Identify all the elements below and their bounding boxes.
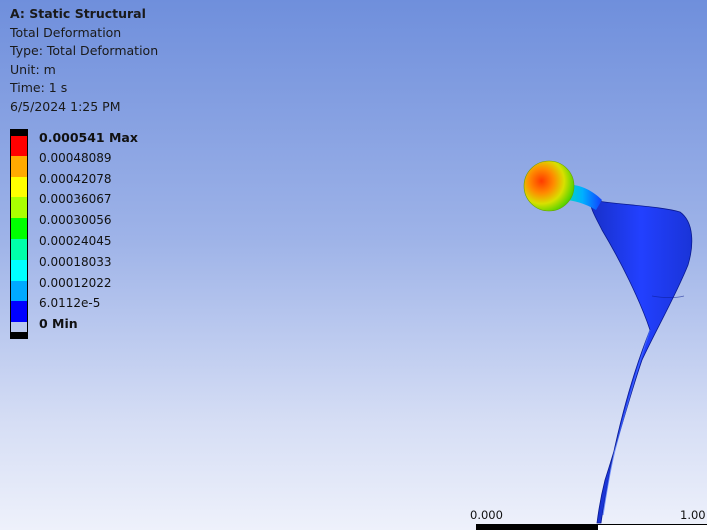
analysis-title: A: Static Structural (10, 6, 146, 21)
legend-max-label: 0.000541 Max (39, 130, 138, 145)
legend-swatch (10, 155, 28, 177)
legend-label: 0.00012022 (39, 275, 112, 290)
legend-label: 0.00018033 (39, 254, 112, 269)
legend-bottom-cap (10, 333, 28, 339)
scale-end-label: 1.00 (680, 508, 706, 522)
result-info-block: A: Static Structural Total Deformation T… (10, 5, 158, 116)
legend-swatch (10, 280, 28, 302)
stem-collar-line (651, 295, 685, 298)
result-time: Time: 1 s (10, 80, 68, 95)
implant-stem (589, 199, 693, 524)
result-name: Total Deformation (10, 24, 122, 40)
legend-label: 0.00048089 (39, 150, 112, 165)
scale-segment-dark (476, 524, 598, 530)
legend-swatch (10, 301, 28, 323)
legend-label: 0.00036067 (39, 192, 112, 207)
implant-head (523, 160, 575, 212)
legend-label: 0.00024045 (39, 233, 112, 248)
legend-label: 6.0112e-5 (39, 296, 101, 311)
legend-swatch (10, 197, 28, 219)
legend-swatch (10, 135, 28, 156)
result-unit: Unit: m (10, 61, 56, 77)
result-type: Type: Total Deformation (10, 43, 159, 58)
legend-swatch (10, 238, 28, 260)
result-date: 6/5/2024 1:25 PM (10, 98, 121, 114)
legend-label: 0.00030056 (39, 213, 112, 228)
legend-top-cap (10, 129, 28, 135)
legend-min-label: 0 Min (39, 316, 78, 332)
scale-segment-light (598, 524, 707, 530)
legend-label: 0.00042078 (39, 171, 112, 186)
legend-swatch (10, 259, 28, 281)
scale-start-label: 0.000 (470, 508, 503, 522)
stem-edge-line (602, 329, 651, 516)
legend-swatch (10, 176, 28, 198)
legend-swatch (10, 218, 28, 239)
